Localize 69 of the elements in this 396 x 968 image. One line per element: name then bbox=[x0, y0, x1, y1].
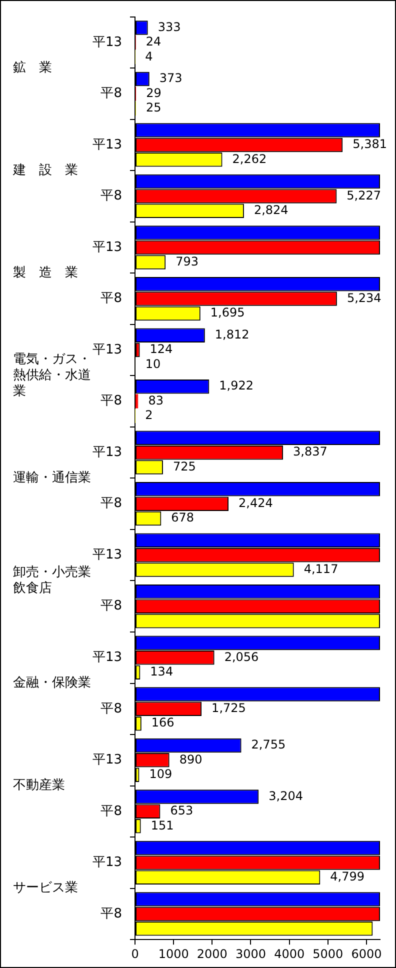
y-tick-label: 平8 bbox=[100, 598, 122, 614]
text: 建 設 業 bbox=[12, 162, 78, 178]
data-label: 1,812 bbox=[214, 327, 250, 342]
data-label: 166 bbox=[151, 716, 174, 730]
data-label: 5,381 bbox=[352, 137, 387, 152]
data-label: 2,755 bbox=[251, 738, 286, 752]
x-tick-label: 2000 bbox=[196, 946, 228, 961]
data-label: 678 bbox=[171, 510, 194, 525]
text: 電気・ガス・熱供給・水道業 bbox=[13, 352, 91, 400]
x-tick-label: 4000 bbox=[274, 946, 305, 961]
data-label: 4,799 bbox=[330, 870, 365, 884]
text: 不動産業 bbox=[13, 777, 65, 794]
data-label: 333 bbox=[158, 20, 181, 34]
y-tick-label: 平8 bbox=[100, 496, 122, 512]
y-tick-label: 平13 bbox=[92, 240, 122, 255]
text: 卸売・小売業飲食店 bbox=[13, 565, 91, 596]
data-label: 890 bbox=[179, 752, 202, 766]
data-label: 3,837 bbox=[293, 444, 328, 459]
data-label: 793 bbox=[176, 254, 198, 268]
text: サービス業 bbox=[13, 880, 78, 896]
data-label: 2,262 bbox=[232, 152, 267, 166]
y-tick-label: 平8 bbox=[100, 291, 122, 306]
data-label: 5,234 bbox=[346, 290, 382, 305]
data-label: 2,056 bbox=[224, 650, 259, 664]
y-tick-label: 平13 bbox=[92, 547, 122, 562]
x-tick-label: 6000 bbox=[351, 946, 382, 961]
data-label: 124 bbox=[150, 342, 173, 356]
data-label: 29 bbox=[146, 86, 162, 100]
y-tick-label: 平13 bbox=[92, 34, 122, 50]
data-label: 2 bbox=[145, 408, 153, 422]
data-label: 25 bbox=[146, 100, 162, 115]
data-label: 134 bbox=[150, 664, 174, 678]
data-label: 151 bbox=[150, 818, 174, 832]
data-label: 4,117 bbox=[304, 562, 338, 576]
y-tick-label: 平13 bbox=[92, 855, 122, 870]
y-tick-label: 平13 bbox=[92, 137, 122, 152]
y-tick-label: 平8 bbox=[100, 906, 122, 922]
y-tick-label: 平8 bbox=[100, 701, 122, 716]
data-label: 5,227 bbox=[346, 188, 382, 202]
y-tick-label: 平13 bbox=[92, 444, 122, 460]
x-tick-label: 3000 bbox=[235, 946, 266, 961]
data-label: 109 bbox=[149, 766, 172, 781]
x-tick-label: 5000 bbox=[312, 946, 344, 961]
data-label: 1,922 bbox=[219, 378, 254, 393]
text: 製 造 業 bbox=[13, 266, 78, 281]
data-label: 3,204 bbox=[268, 788, 303, 803]
y-tick-label: 平13 bbox=[92, 342, 122, 358]
data-label: 24 bbox=[146, 34, 162, 49]
data-label: 2,824 bbox=[254, 203, 288, 218]
data-label: 373 bbox=[159, 71, 182, 86]
data-label: 83 bbox=[148, 393, 164, 408]
y-tick-label: 平13 bbox=[92, 752, 122, 768]
data-label: 725 bbox=[172, 459, 196, 474]
y-tick-label: 平8 bbox=[100, 394, 122, 409]
text: 運輸・通信業 bbox=[13, 470, 91, 486]
data-label: 1,695 bbox=[210, 306, 245, 320]
y-tick-label: 平8 bbox=[100, 86, 122, 102]
x-tick-label: 1000 bbox=[158, 946, 189, 961]
text: 金融・保険業 bbox=[13, 676, 91, 691]
data-label: 653 bbox=[170, 804, 194, 818]
x-tick-label: 0 bbox=[131, 946, 139, 961]
y-tick-label: 平13 bbox=[92, 650, 122, 666]
data-label: 4 bbox=[145, 49, 153, 64]
text: 鉱 業 bbox=[13, 60, 52, 76]
data-label: 2,424 bbox=[238, 496, 273, 510]
data-label: 10 bbox=[145, 356, 161, 371]
y-tick-label: 平8 bbox=[100, 804, 122, 819]
data-label: 1,725 bbox=[212, 701, 246, 716]
y-tick-label: 平8 bbox=[100, 188, 122, 204]
